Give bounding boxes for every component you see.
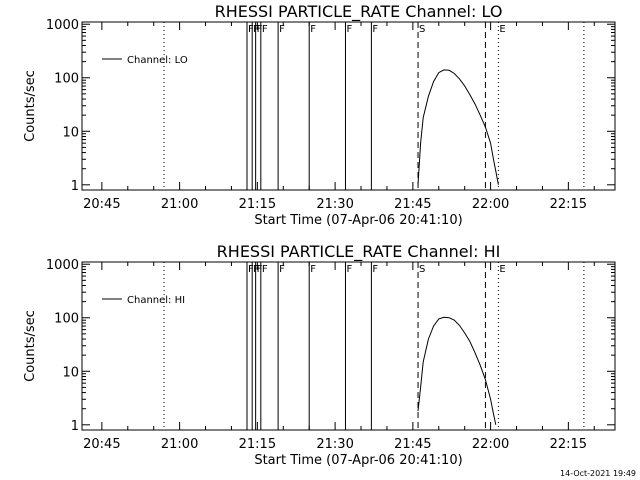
flag-label: F (248, 24, 254, 35)
flag-label: F (372, 264, 378, 275)
flag-label: F (253, 24, 259, 35)
flag-label: E (499, 264, 505, 275)
legend-entry: Channel: LO (127, 55, 188, 66)
chart-title: RHESSI PARTICLE_RATE Channel: LO (215, 2, 503, 22)
chart-panel-1: RHESSI PARTICLE_RATE Channel: LOFFFFFFFF… (23, 2, 616, 228)
x-tick-label: 20:45 (83, 197, 120, 212)
flag-label: F (372, 24, 378, 35)
x-axis-label: Start Time (07-Apr-06 20:41:10) (254, 453, 462, 468)
x-tick-label: 22:00 (472, 197, 509, 212)
x-axis-label: Start Time (07-Apr-06 20:41:10) (254, 213, 462, 228)
flag-label: F (279, 264, 285, 275)
x-tick-label: 21:30 (316, 437, 353, 452)
x-tick-label: 21:45 (394, 437, 431, 452)
x-tick-label: 22:15 (550, 437, 587, 452)
x-tick-label: 20:45 (83, 437, 120, 452)
chart-panel-2: RHESSI PARTICLE_RATE Channel: HIFFFFFFFF… (23, 242, 616, 468)
flag-label: E (499, 24, 505, 35)
plot-frame (81, 261, 616, 431)
footer-timestamp: 14-Oct-2021 19:49 (560, 469, 636, 478)
x-tick-label: 22:00 (472, 437, 509, 452)
flag-label: F (262, 264, 268, 275)
flag-label: S (419, 24, 425, 35)
flag-label: F (257, 24, 263, 35)
chart-title: RHESSI PARTICLE_RATE Channel: HI (217, 242, 501, 262)
x-tick-label: 21:15 (239, 197, 276, 212)
y-axis-label: Counts/sec (23, 310, 38, 382)
flag-label: F (257, 264, 263, 275)
flag-label: F (248, 264, 254, 275)
series-line (417, 69, 499, 185)
y-tick-label: 10 (62, 365, 79, 380)
x-tick-label: 22:15 (550, 197, 587, 212)
y-tick-label: 100 (54, 312, 79, 327)
y-tick-label: 100 (54, 72, 79, 87)
y-tick-label: 1000 (46, 258, 79, 273)
legend-entry: Channel: HI (127, 295, 185, 306)
x-tick-label: 21:45 (394, 197, 431, 212)
y-tick-label: 1 (71, 419, 79, 434)
flag-label: F (310, 24, 316, 35)
flag-label: F (346, 24, 352, 35)
flag-label: F (310, 264, 316, 275)
x-tick-label: 21:30 (316, 197, 353, 212)
x-tick-label: 21:00 (161, 197, 198, 212)
y-axis-label: Counts/sec (23, 70, 38, 142)
y-tick-label: 10 (62, 125, 79, 140)
x-tick-label: 21:00 (161, 437, 198, 452)
flag-label: S (419, 264, 425, 275)
flag-label: F (262, 24, 268, 35)
flag-label: F (279, 24, 285, 35)
plot-frame (81, 21, 616, 191)
x-tick-label: 21:15 (239, 437, 276, 452)
flag-label: F (346, 264, 352, 275)
series-line (417, 316, 497, 425)
flag-label: F (253, 264, 259, 275)
y-tick-label: 1 (71, 179, 79, 194)
y-tick-label: 1000 (46, 18, 79, 33)
